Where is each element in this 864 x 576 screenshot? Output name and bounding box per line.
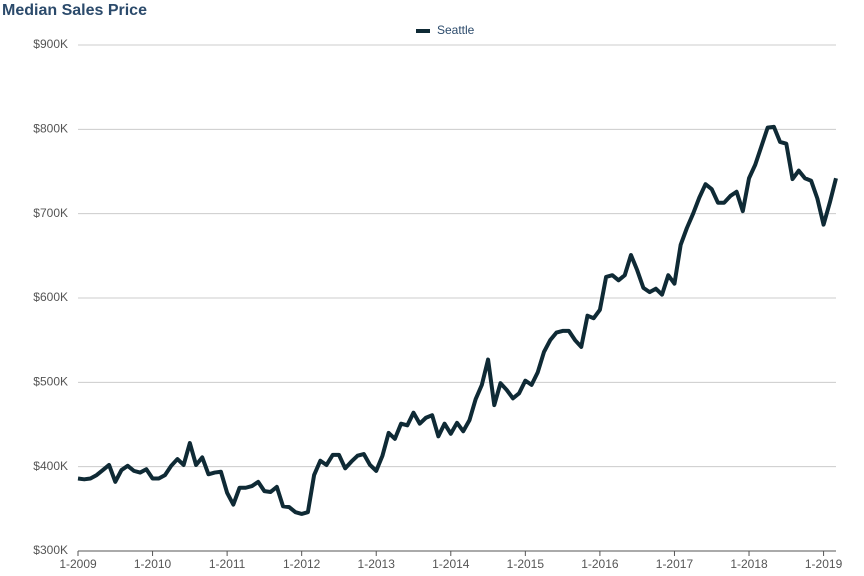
y-tick-label: $400K [33,459,68,473]
x-tick-label: 1-2010 [134,557,172,571]
x-tick-label: 1-2011 [209,557,246,571]
y-tick-label: $300K [33,543,68,557]
y-tick-label: $600K [33,290,68,304]
x-tick-label: 1-2019 [805,557,843,571]
y-tick-label: $800K [33,122,68,136]
x-tick-label: 1-2014 [432,557,470,571]
x-tick-label: 1-2013 [358,557,396,571]
chart-title: Median Sales Price [2,2,147,19]
legend-label: Seattle [437,23,475,37]
x-tick-label: 1-2009 [59,557,97,571]
x-tick-label: 1-2017 [656,557,694,571]
x-tick-label: 1-2016 [581,557,619,571]
x-tick-label: 1-2015 [507,557,545,571]
x-tick-label: 1-2018 [730,557,768,571]
y-tick-label: $700K [33,206,68,220]
x-tick-label: 1-2012 [283,557,321,571]
y-tick-label: $900K [33,37,68,51]
line [77,124,838,516]
y-tick-label: $500K [33,375,68,389]
